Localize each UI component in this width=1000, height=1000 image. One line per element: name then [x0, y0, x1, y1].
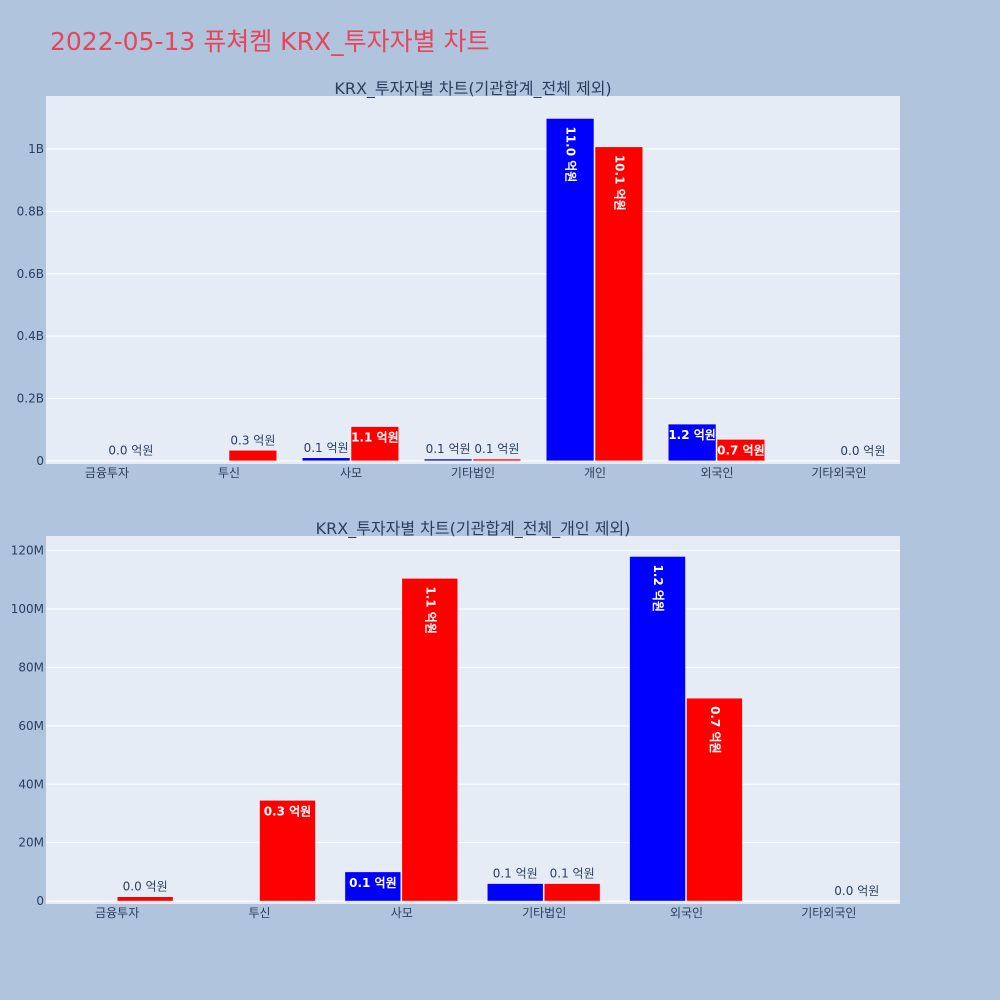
y-tick-label: 0.2B [17, 392, 44, 406]
data-label: 1.2 억원 [651, 564, 665, 612]
bar [667, 423, 717, 462]
data-label: 11.0 억원 [564, 126, 578, 182]
data-label: 0.1 억원 [550, 867, 595, 881]
bar [350, 426, 400, 462]
data-label: 0.1 억원 [474, 442, 519, 456]
x-tick-label: 투신 [248, 906, 270, 920]
bar [472, 458, 522, 462]
x-tick-label: 사모 [340, 466, 362, 480]
data-label: 10.1 억원 [612, 155, 626, 211]
y-tick-label: 0 [36, 454, 44, 468]
x-tick-label: 기타외국인 [811, 466, 866, 480]
plot-area [46, 536, 900, 904]
chart-title: KRX_투자자별 차트(기관합계_전체 제외) [334, 79, 611, 99]
data-label: 0.1 억원 [304, 441, 349, 455]
x-tick-label: 금융투자 [95, 906, 139, 920]
data-label: 0.3 억원 [264, 804, 312, 818]
x-tick-label: 기타외국인 [801, 906, 856, 920]
bar [344, 871, 402, 902]
bar [259, 800, 316, 902]
y-tick-label: 120M [11, 544, 44, 558]
data-label: 0.1 억원 [349, 876, 397, 890]
data-label: 0.1 억원 [493, 867, 538, 881]
bar [486, 883, 544, 902]
x-tick-label: 금융투자 [85, 466, 129, 480]
y-tick-label: 80M [18, 660, 44, 674]
bar [301, 457, 351, 462]
data-label: 0.0 억원 [834, 884, 879, 898]
bar [594, 146, 644, 462]
data-label: 0.7 억원 [717, 443, 765, 457]
x-tick-label: 외국인 [670, 906, 703, 920]
data-label: 0.0 억원 [840, 444, 885, 458]
y-tick-label: 0.6B [17, 267, 44, 281]
x-tick-label: 투신 [218, 466, 240, 480]
bar [686, 697, 743, 902]
bar [545, 118, 595, 462]
data-label: 1.1 억원 [423, 586, 437, 634]
data-label: 1.2 억원 [668, 428, 716, 442]
chart-title: KRX_투자자별 차트(기관합계_전체_개인 제외) [316, 519, 631, 539]
y-tick-label: 20M [18, 836, 44, 850]
plot-area [46, 96, 900, 464]
y-tick-label: 1B [28, 142, 44, 156]
x-tick-label: 외국인 [700, 466, 733, 480]
data-label: 0.0 억원 [123, 880, 168, 894]
bar [401, 578, 459, 902]
page-title: 2022-05-13 퓨쳐켐 KRX_투자자별 차트 [50, 27, 490, 56]
bar [228, 450, 278, 462]
data-label: 0.3 억원 [230, 433, 275, 447]
x-tick-label: 사모 [391, 906, 413, 920]
bar [716, 439, 766, 462]
y-tick-label: 0.8B [17, 204, 44, 218]
y-tick-label: 0 [36, 894, 44, 908]
x-tick-label: 개인 [584, 466, 606, 480]
y-tick-label: 100M [11, 602, 44, 616]
data-label: 0.0 억원 [108, 443, 153, 457]
bar [423, 458, 473, 462]
data-label: 0.7 억원 [708, 706, 722, 754]
data-label: 1.1 억원 [351, 431, 399, 445]
x-tick-label: 기타법인 [522, 906, 566, 920]
data-label: 0.1 억원 [426, 442, 471, 456]
y-tick-label: 0.4B [17, 329, 44, 343]
bar [543, 883, 601, 902]
bar [629, 556, 686, 902]
x-tick-label: 기타법인 [451, 466, 495, 480]
y-tick-label: 60M [18, 719, 44, 733]
bar [116, 896, 174, 902]
y-tick-label: 40M [18, 777, 44, 791]
